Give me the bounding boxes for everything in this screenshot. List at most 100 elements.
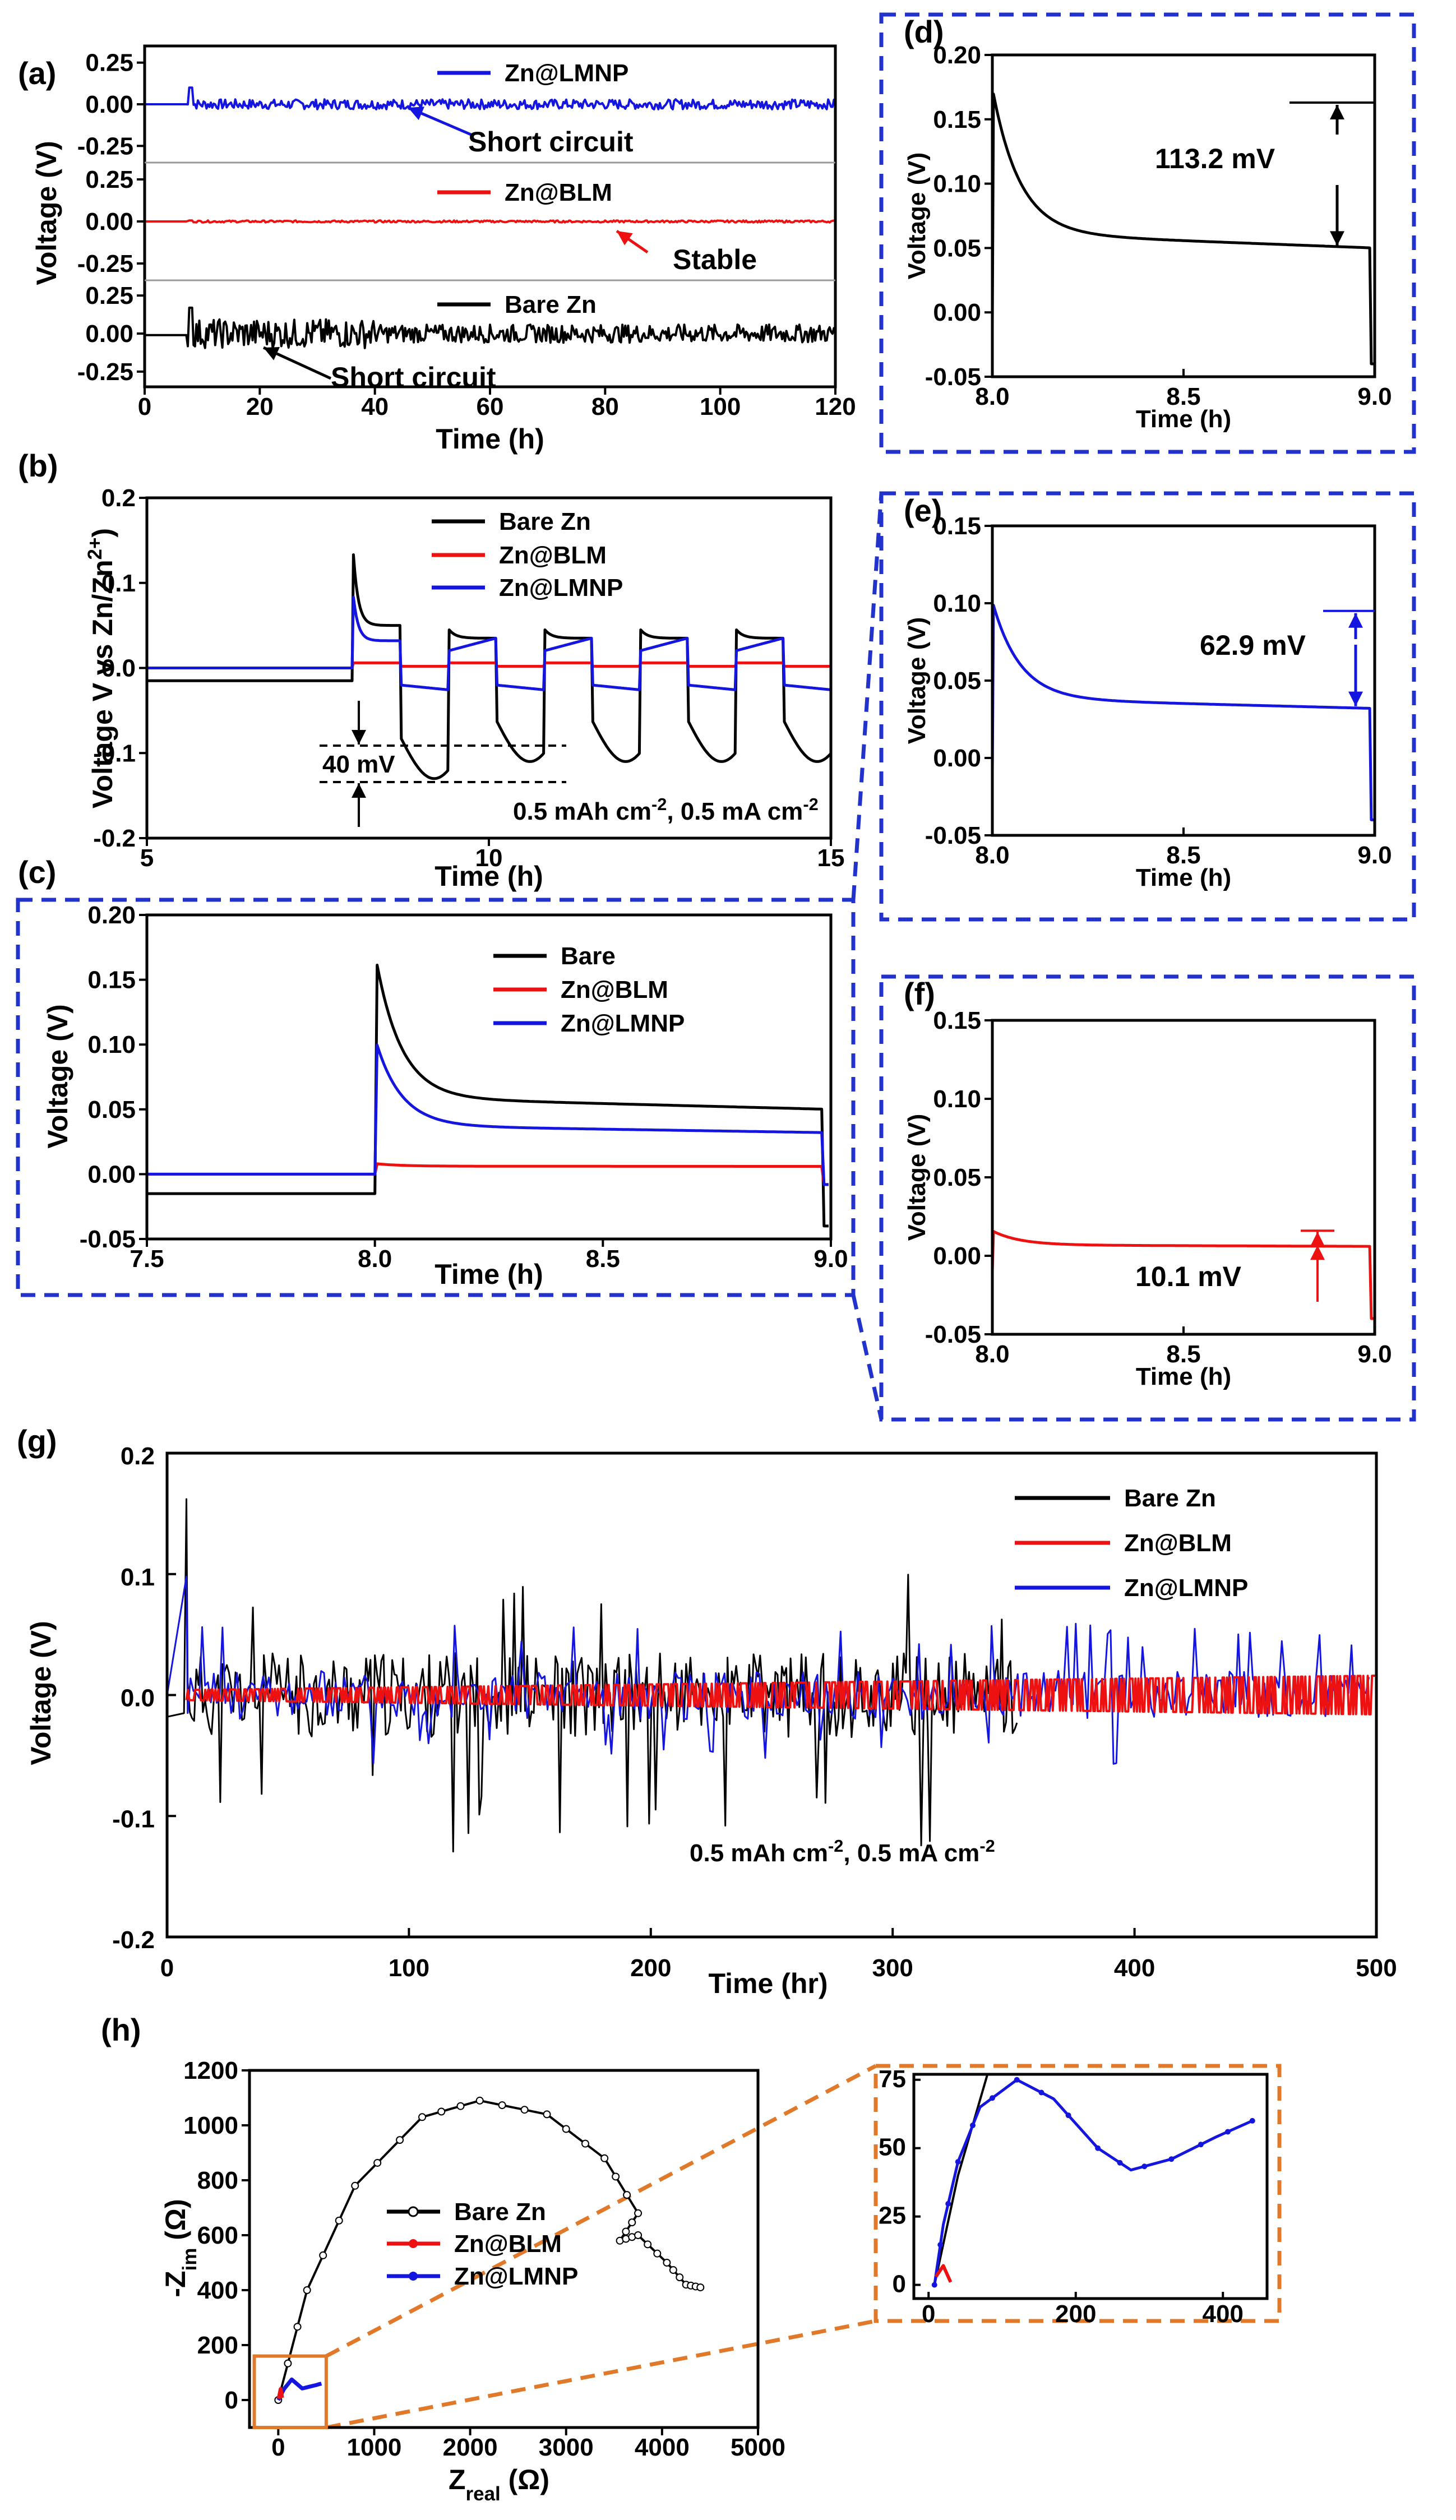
panel-d-arrow-head (1330, 104, 1344, 119)
panel-a-arrow-head (408, 107, 425, 121)
panel-h-x-tick-label: 3000 (539, 2434, 594, 2461)
panel-f-x-tick-label: 8.5 (1166, 1340, 1200, 1368)
panel-d-arrow-head (1330, 231, 1344, 246)
panel-h-point-bare-zn (634, 2209, 643, 2217)
panel-a-x-tick-label: 0 (138, 393, 151, 420)
panel-h-point-bare-zn (676, 2273, 684, 2282)
panel-c-legend-lmnp-label: Zn@LMNP (561, 1010, 685, 1037)
panel-h-point-bare-zn (303, 2286, 311, 2294)
panel-f-annot: 10.1 mV (1135, 1261, 1242, 1292)
panel-g-legend-blm-label: Zn@BLM (1124, 1529, 1232, 1557)
panel-h-point-bare-zn (628, 2218, 636, 2227)
panel-d-frame (879, 12, 1416, 454)
panel-h-inset-point-zn-lmnp (1249, 2117, 1255, 2124)
panel-a-x-tick-label: 40 (361, 393, 389, 420)
panel-b-label: (b) (18, 448, 58, 483)
panel-h-inset-point-zn-lmnp (1198, 2142, 1204, 2148)
panel-d-y-tick-label: 0.00 (933, 299, 981, 326)
panel-b-y-tick-label: -0.2 (93, 825, 136, 852)
panel-h-legend-lmnp-label: Zn@LMNP (454, 2263, 578, 2290)
panel-h-point-bare-zn (293, 2323, 302, 2331)
panel-g-series-zn-blm (185, 1675, 1375, 1716)
panel-f-xlabel: Time (h) (1136, 1363, 1231, 1390)
panel-c-x-tick-label: 8.0 (358, 1245, 392, 1273)
panel-d-ylabel: Voltage (V) (903, 152, 931, 280)
panel-e-x-tick-label: 8.5 (1166, 841, 1200, 869)
panel-h-inset-point-zn-lmnp (955, 2159, 961, 2165)
panel-f-y-tick-label: 0.10 (933, 1085, 981, 1113)
panel-a-sub1-y-tick-label: 0.00 (85, 208, 133, 235)
panel-d-y-tick-label: 0.20 (933, 41, 981, 69)
text-layer: 0.250.00-0.250.250.00-0.250.250.00-0.250… (17, 14, 1397, 2505)
panel-e-y-tick-label: 0.10 (933, 590, 981, 617)
panel-a-annot-stable: Stable (673, 244, 757, 275)
panel-e-axes (991, 524, 1376, 837)
panel-h-x-tick-label: 5000 (731, 2434, 785, 2461)
panel-h-ylabel: -Zim (Ω) (160, 2199, 201, 2297)
panel-f-y-tick-label: -0.05 (925, 1321, 981, 1348)
panel-a-x-tick-label: 100 (700, 393, 741, 420)
panel-h-inset-point-zn-lmnp (937, 2242, 944, 2248)
panel-a-x-tick-label: 20 (246, 393, 274, 420)
data-layer (145, 86, 1375, 2404)
panel-h-inset-y-tick-label: 25 (879, 2202, 906, 2230)
panel-g-series-bare-zn (167, 1498, 1018, 1853)
panel-c-label: (c) (18, 854, 56, 890)
panel-c-series-znlmnp (147, 1043, 829, 1186)
panel-e-arrow-head (1348, 613, 1363, 628)
panel-h-zoom-box (252, 2354, 328, 2430)
panel-a-ylabel: Voltage (V) (31, 141, 62, 285)
panel-a-legend-blm-label: Zn@BLM (505, 179, 612, 206)
panel-g-y-tick-label: 0.0 (121, 1685, 155, 1712)
panel-h-point-bare-zn (456, 2102, 465, 2110)
panel-e-ylabel: Voltage (V) (903, 617, 931, 745)
panel-c-y-tick-label: 0.00 (87, 1160, 136, 1188)
panel-g-x-tick-label: 200 (630, 1954, 671, 1982)
panel-h-inset-axes (912, 2073, 1269, 2300)
panel-c-y-tick-label: 0.20 (87, 901, 136, 929)
panel-b-ylabel: Voltage V vs Zn/Zn2+) (84, 528, 119, 808)
panel-c-x-tick-label: 8.5 (586, 1245, 620, 1273)
panel-h-inset-point-zn-lmnp (1117, 2160, 1123, 2166)
panel-f-y-tick-label: 0.00 (933, 1242, 981, 1270)
panel-c-legend-blm-label: Zn@BLM (561, 976, 668, 1004)
panel-c-zoom-frame (16, 898, 856, 1297)
panel-h-point-bare-zn (373, 2158, 382, 2167)
panel-h-axes (248, 2069, 760, 2429)
panel-b-x-tick-label: 5 (140, 844, 154, 872)
panel-h-inset-y-tick-label: 0 (893, 2271, 906, 2298)
panel-c-series-bare (147, 964, 829, 1228)
panel-h-y-tick-label: 400 (197, 2277, 238, 2304)
panel-h-inset-point-zn-lmnp (945, 2200, 951, 2207)
panel-a-sub0-y-tick-label: 0.00 (85, 91, 133, 118)
panel-h-y-tick-label: 1000 (183, 2112, 238, 2139)
panel-b-series-bare-zn (146, 553, 832, 780)
panel-h-point-bare-zn (600, 2154, 609, 2162)
panel-b-y-tick-label: 0.2 (101, 484, 136, 512)
panel-g-legend-lmnp-label: Zn@LMNP (1124, 1574, 1248, 1602)
panel-h-inset-point-zn-lmnp (1014, 2077, 1020, 2083)
panel-h-inset-x-tick-label: 200 (1055, 2300, 1096, 2328)
panel-h-point-bare-zn (520, 2106, 529, 2114)
panel-d-annot: 113.2 mV (1155, 143, 1275, 174)
zoom-connector (851, 493, 884, 900)
panel-g-x-tick-label: 100 (389, 1954, 429, 1982)
panel-c-axes (145, 913, 833, 1241)
panel-h-zoom-connector (326, 2319, 876, 2430)
panel-h-point-bare-zn (396, 2136, 404, 2144)
panel-a-sub2-y-tick-label: 0.00 (85, 320, 133, 348)
panel-d-series (991, 93, 1375, 366)
panel-h-inset-point-zn-lmnp (990, 2095, 995, 2101)
panel-h-point-bare-zn (418, 2113, 427, 2121)
panel-c-y-tick-label: 0.05 (87, 1096, 136, 1123)
panel-a-sub0-y-tick-label: 0.25 (85, 49, 133, 77)
panel-h-point-bare-zn (669, 2266, 677, 2274)
panel-b-series-zn-lmnp (146, 595, 831, 691)
panel-h-inset-point-zn-lmnp (1168, 2156, 1175, 2162)
panel-h-point-bare-zn (663, 2259, 671, 2267)
panel-c-x-tick-label: 9.0 (813, 1245, 848, 1273)
panel-h-point-bare-zn (612, 2172, 620, 2181)
panel-h-series-zn-blm (276, 2387, 284, 2399)
panel-a-sub1-y-tick-label: -0.25 (77, 250, 133, 278)
panel-h-y-tick-label: 0 (225, 2387, 238, 2414)
